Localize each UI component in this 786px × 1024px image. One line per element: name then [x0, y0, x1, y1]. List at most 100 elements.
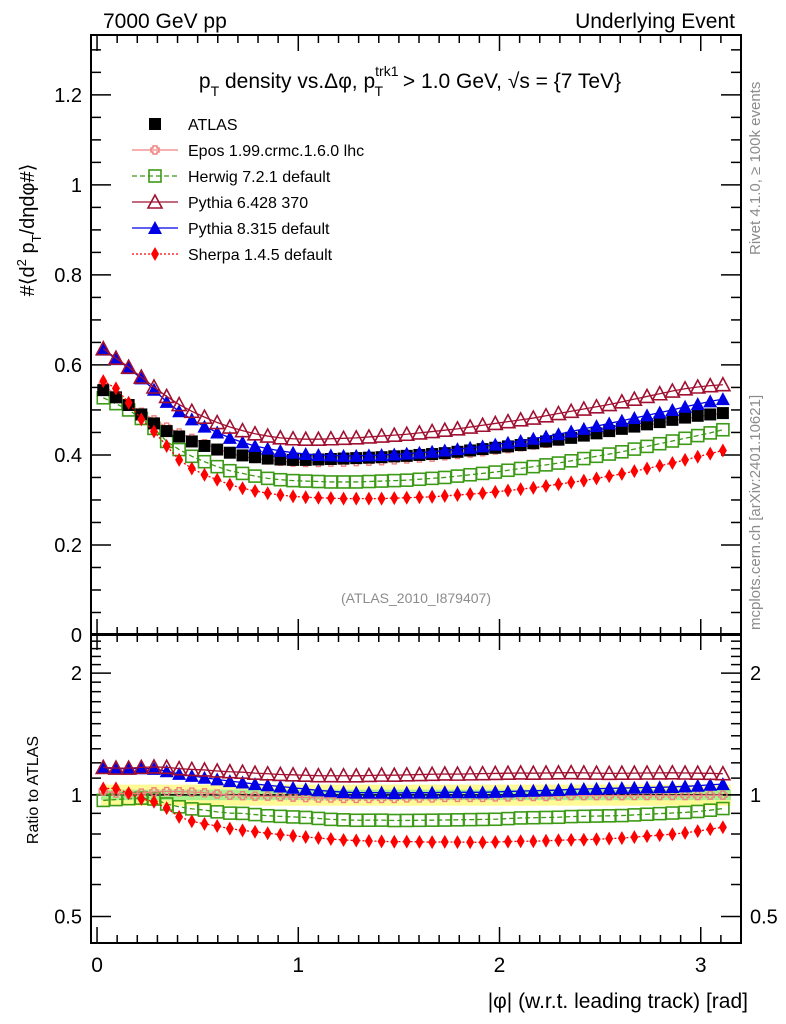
- point-sherpa-1-4-5-default: [693, 449, 702, 464]
- point-sherpa-1-4-5-default: [592, 471, 601, 486]
- ratio-point-pythia-6-428-370: [385, 766, 403, 783]
- point-sherpa-1-4-5-default: [542, 479, 550, 494]
- point-pythia-6-428-370: [196, 408, 213, 424]
- point-pythia-8-315-default: [311, 447, 326, 461]
- point-sherpa-1-4-5-default: [175, 452, 184, 467]
- ratio-point-pythia-6-428-370: [562, 763, 580, 780]
- point-pythia-8-315-default: [551, 427, 566, 441]
- point-sherpa-1-4-5-default: [149, 424, 158, 439]
- point-atlas: [653, 416, 666, 429]
- ratio-point-epos-1-99-crmc-1-6-0-lhc: [642, 790, 652, 801]
- ratio-point-pythia-8-315-default: [336, 785, 351, 799]
- ratio-y-tick-label: 1: [71, 785, 82, 807]
- point-pythia-8-315-default: [513, 434, 528, 448]
- ratio-point-pythia-6-428-370: [272, 765, 289, 782]
- header-right: Underlying Event: [575, 10, 735, 33]
- point-pythia-6-428-370: [423, 422, 441, 439]
- ratio-point-sherpa-1-4-5-default: [529, 834, 538, 849]
- point-sherpa-1-4-5-default: [655, 458, 664, 473]
- ratio-point-pythia-6-428-370: [600, 764, 618, 781]
- point-pythia-6-428-370: [208, 413, 226, 430]
- x-tick-label: 3: [695, 954, 707, 977]
- point-pythia-6-428-370: [120, 358, 137, 374]
- point-pythia-6-428-370: [170, 395, 188, 412]
- point-sherpa-1-4-5-default: [516, 482, 525, 497]
- ratio-point-epos-1-99-crmc-1-6-0-lhc: [667, 790, 678, 801]
- ratio-point-pythia-6-428-370: [436, 765, 454, 781]
- ratio-point-pythia-8-315-default: [248, 777, 263, 791]
- ratio-point-pythia-8-315-default: [387, 786, 402, 800]
- point-pythia-8-315-default: [665, 402, 680, 416]
- point-pythia-8-315-default: [134, 371, 149, 385]
- ratio-point-pythia-8-315-default: [488, 784, 503, 798]
- point-sherpa-1-4-5-default: [503, 483, 512, 498]
- ratio-point-sherpa-1-4-5-default: [579, 832, 588, 847]
- point-sherpa-1-4-5-default: [162, 438, 171, 453]
- ratio-y-tick-label: 0.5: [54, 907, 82, 929]
- point-sherpa-1-4-5-default: [339, 491, 348, 506]
- point-atlas: [211, 443, 224, 456]
- legend-label: Pythia 8.315 default: [188, 221, 330, 238]
- point-pythia-8-315-default: [475, 439, 490, 453]
- point-pythia-8-315-default: [715, 392, 730, 406]
- point-sherpa-1-4-5-default: [428, 489, 437, 504]
- point-sherpa-1-4-5-default: [554, 477, 563, 492]
- ratio-point-pythia-8-315-default: [589, 781, 604, 795]
- point-pythia-6-428-370: [158, 387, 176, 404]
- point-pythia-8-315-default: [248, 438, 263, 452]
- ratio-point-pythia-8-315-default: [463, 785, 478, 799]
- ratio-point-epos-1-99-crmc-1-6-0-lhc: [212, 789, 222, 799]
- point-pythia-6-428-370: [651, 385, 669, 401]
- point-pythia-6-428-370: [107, 349, 125, 365]
- ratio-point-pythia-8-315-default: [500, 784, 515, 798]
- point-sherpa-1-4-5-default: [643, 461, 652, 476]
- ratio-point-sherpa-1-4-5-default: [339, 833, 348, 848]
- point-atlas: [97, 384, 110, 397]
- point-atlas: [236, 449, 249, 462]
- point-pythia-8-315-default: [298, 447, 313, 461]
- point-pythia-8-315-default: [412, 445, 427, 459]
- point-atlas: [641, 418, 654, 431]
- ratio-point-pythia-8-315-default: [235, 775, 250, 789]
- point-atlas: [691, 409, 704, 422]
- ratio-point-pythia-8-315-default: [690, 778, 705, 792]
- ratio-point-pythia-6-428-370: [107, 759, 125, 775]
- legend-label: Epos 1.99.crmc.1.6.0 lhc: [188, 143, 364, 160]
- point-sherpa-1-4-5-default: [377, 491, 386, 506]
- ratio-point-pythia-6-428-370: [411, 765, 428, 782]
- ratio-point-pythia-6-428-370: [550, 764, 567, 780]
- ratio-point-pythia-8-315-default: [614, 781, 629, 795]
- point-pythia-8-315-default: [361, 448, 376, 462]
- ratio-point-sherpa-1-4-5-default: [643, 829, 652, 844]
- legend-label: Pythia 6.428 370: [188, 195, 308, 212]
- ratio-point-sherpa-1-4-5-default: [605, 831, 614, 846]
- ratio-series-group: [94, 758, 732, 850]
- point-sherpa-1-4-5-default: [289, 489, 298, 504]
- point-sherpa-1-4-5-default: [263, 486, 272, 501]
- point-sherpa-1-4-5-default: [225, 477, 234, 492]
- point-pythia-6-428-370: [701, 376, 719, 393]
- ratio-y-tick-label: 2: [71, 663, 82, 685]
- point-pythia-6-428-370: [449, 420, 466, 436]
- ratio-point-pythia-6-428-370: [714, 765, 732, 781]
- ratio-point-sherpa-1-4-5-default: [225, 821, 234, 836]
- point-pythia-6-428-370: [524, 409, 542, 425]
- legend-marker-sherpa-1-4-5-default: [151, 247, 159, 261]
- point-pythia-6-428-370: [322, 430, 340, 446]
- point-sherpa-1-4-5-default: [251, 483, 260, 498]
- legend-marker-atlas: [149, 118, 161, 130]
- ratio-panel-frame: [90, 633, 742, 944]
- point-pythia-6-428-370: [575, 400, 593, 416]
- ratio-point-epos-1-99-crmc-1-6-0-lhc: [680, 790, 690, 801]
- legend-label: ATLAS: [188, 117, 238, 134]
- ratio-point-epos-1-99-crmc-1-6-0-lhc: [199, 788, 210, 798]
- x-tick-label: 2: [494, 954, 506, 977]
- point-pythia-6-428-370: [284, 430, 302, 446]
- ratio-point-pythia-6-428-370: [310, 766, 327, 783]
- point-pythia-8-315-default: [387, 447, 402, 461]
- ratio-point-epos-1-99-crmc-1-6-0-lhc: [237, 791, 248, 801]
- ratio-point-pythia-6-428-370: [120, 759, 137, 775]
- ratio-point-sherpa-1-4-5-default: [655, 828, 664, 843]
- chart-title: pT density vs.Δφ, ptrk1 T > 1.0 GeV, √s =…: [199, 63, 621, 99]
